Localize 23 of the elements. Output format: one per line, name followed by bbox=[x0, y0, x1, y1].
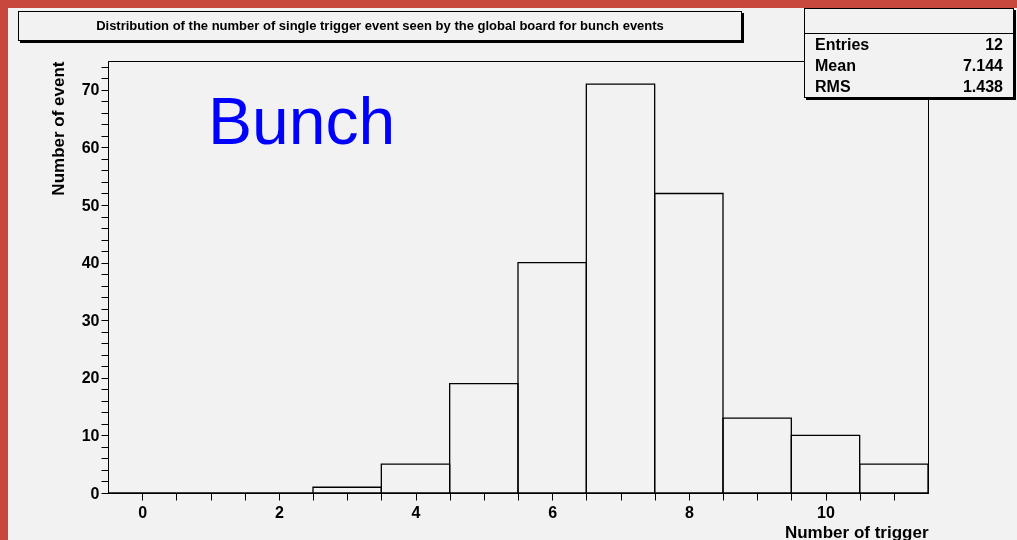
text: 12 bbox=[985, 35, 1003, 55]
x-tick-label: 0 bbox=[138, 503, 148, 521]
text: 7.144 bbox=[962, 56, 1003, 76]
chart-title: Distribution of the number of single trigger event seen by the global board for bunch events bbox=[18, 11, 742, 41]
x-tick-label: 10 bbox=[817, 503, 835, 521]
y-axis-title: Number of event bbox=[48, 61, 68, 196]
y-tick-label: 40 bbox=[81, 254, 100, 272]
y-tick-label: 10 bbox=[81, 426, 100, 444]
y-tick-label: 50 bbox=[81, 196, 100, 214]
x-tick-label: 8 bbox=[684, 503, 694, 521]
y-tick-label: 0 bbox=[90, 484, 100, 502]
text: 1.438 bbox=[962, 77, 1003, 97]
annotation: Mean bbox=[815, 56, 856, 76]
annotation: Bunch bbox=[208, 84, 396, 158]
y-tick-label: 60 bbox=[81, 138, 100, 156]
x-tick-label: 6 bbox=[548, 503, 558, 521]
x-tick-label: 2 bbox=[274, 503, 284, 521]
y-tick-label: 20 bbox=[81, 369, 100, 387]
text: Entries bbox=[815, 35, 870, 55]
y-tick-label: 70 bbox=[81, 81, 100, 99]
y-tick-label: 30 bbox=[81, 311, 100, 329]
annotation: RMS bbox=[815, 77, 851, 97]
x-tick-label: 4 bbox=[411, 503, 421, 521]
